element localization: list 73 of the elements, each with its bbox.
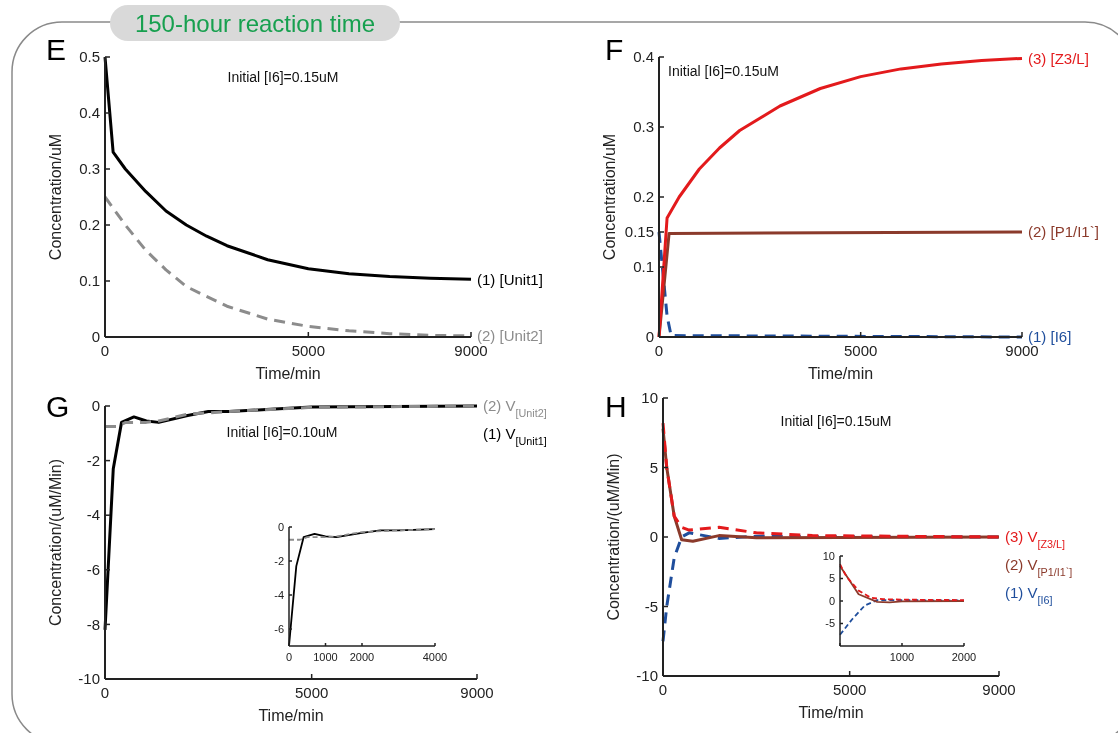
annotation: Initial [I6]=0.15uM xyxy=(227,69,339,85)
chart-title: H xyxy=(605,390,627,423)
chart-title: F xyxy=(605,33,624,66)
y-tick-label: -2 xyxy=(274,554,284,567)
y-tick-label: 5 xyxy=(649,458,658,476)
x-tick-label: 9000 xyxy=(982,681,1016,698)
y-tick-label: 0 xyxy=(645,328,654,346)
y-tick-label: -2 xyxy=(86,451,100,469)
y-tick-label: -10 xyxy=(636,667,658,685)
y-tick-label: 0.4 xyxy=(633,48,654,66)
annotation: Initial [I6]=0.15uM xyxy=(780,413,892,429)
annotation: Initial [I6]=0.15uM xyxy=(668,63,779,79)
y-tick-label: 0.2 xyxy=(79,216,100,234)
x-tick-label: 5000 xyxy=(291,342,326,359)
y-tick-label: -6 xyxy=(274,622,284,635)
x-tick-label: 5000 xyxy=(832,681,867,698)
y-tick-label: 0 xyxy=(91,397,100,415)
y-tick-label: -4 xyxy=(86,506,100,524)
line-series xyxy=(288,528,436,541)
y-tick-label: 0.1 xyxy=(633,258,654,276)
y-tick-label: 0.3 xyxy=(79,160,100,178)
y-tick-label: -5 xyxy=(825,617,835,630)
x-tick-label: 2000 xyxy=(349,651,375,663)
series-label: (2) [Unit2] xyxy=(477,327,543,345)
y-tick-label: 10 xyxy=(822,549,835,562)
x-tick-label: 5000 xyxy=(294,684,329,701)
line-series xyxy=(103,55,473,281)
x-tick-label: 0 xyxy=(285,651,293,663)
x-axis-title: Time/min xyxy=(258,707,324,724)
x-tick-label: 4000 xyxy=(422,651,448,663)
y-axis-title: Concentration/(uM/Min) xyxy=(605,453,622,621)
y-tick-label: -4 xyxy=(274,588,284,601)
annotation: Initial [I6]=0.10uM xyxy=(226,424,338,440)
series-label: (2) [P1/I1`] xyxy=(1028,223,1099,241)
y-tick-label: 0 xyxy=(649,528,658,546)
y-axis-title: Concentration/uM xyxy=(47,133,64,261)
y-tick-label: 0.2 xyxy=(633,188,654,206)
y-axis-title: Concentration/uM xyxy=(601,133,618,261)
x-tick-label: 2000 xyxy=(951,651,977,663)
y-tick-label: 0 xyxy=(91,328,100,346)
y-tick-label: 0 xyxy=(277,520,284,533)
y-tick-label: 0.3 xyxy=(633,118,654,136)
chart-title: G xyxy=(46,390,70,423)
y-tick-label: -5 xyxy=(644,597,658,615)
series-label: (2) V$_{[Unit2]}$ xyxy=(483,397,547,420)
text: 150-hour reaction time xyxy=(134,10,376,37)
series-label: (1) V$_{[Unit1]}$ xyxy=(483,425,547,448)
y-tick-label: -8 xyxy=(86,615,100,633)
y-tick-label: 10 xyxy=(641,389,658,407)
x-axis-title: Time/min xyxy=(255,365,321,382)
y-tick-label: 0.15 xyxy=(624,223,654,241)
series-label: (1) [Unit1] xyxy=(477,270,543,288)
x-tick-label: 1000 xyxy=(889,651,915,663)
x-tick-label: 1000 xyxy=(313,651,338,663)
y-tick-label: 0 xyxy=(828,594,835,607)
y-tick-label: 0.1 xyxy=(79,272,100,290)
line-series xyxy=(657,56,1024,339)
series-label: (3) V$_{[Z3/L]}$ xyxy=(1005,528,1066,551)
y-tick-label: -6 xyxy=(86,561,100,579)
y-tick-label: 0.5 xyxy=(79,48,100,66)
x-axis-title: Time/min xyxy=(807,365,874,382)
x-tick-label: 9000 xyxy=(460,684,494,701)
series-label: (2) V$_{[P1/I1`]}$ xyxy=(1005,556,1073,579)
x-tick-label: 5000 xyxy=(843,342,878,359)
y-axis-title: Concentration/(uM/Min) xyxy=(47,458,64,627)
series-label: (3) [Z3/L] xyxy=(1028,49,1089,67)
y-tick-label: -10 xyxy=(78,670,100,688)
chart-title: E xyxy=(46,33,67,66)
text: (1) V$_{[I6]}$ xyxy=(1005,584,1053,607)
y-tick-label: 0.4 xyxy=(79,104,100,122)
line-series xyxy=(661,531,1001,643)
y-tick-label: 5 xyxy=(828,572,835,585)
x-axis-title: Time/min xyxy=(798,704,864,721)
